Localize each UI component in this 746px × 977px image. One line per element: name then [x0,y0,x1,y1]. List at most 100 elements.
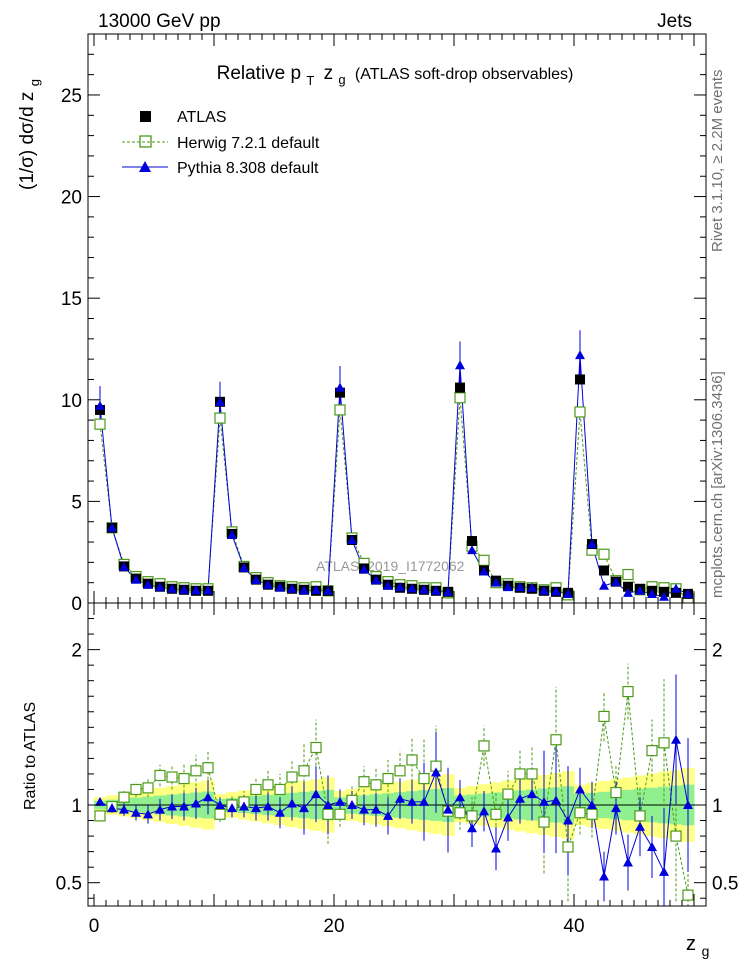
legend-label-herwig: Herwig 7.2.1 default [177,135,320,152]
pythia-ratio-point [359,804,369,814]
herwig-ratio-point [250,783,262,796]
pythia-point [611,577,621,587]
herwig-ratio-point [682,889,694,901]
pythia-ratio-point [275,807,285,817]
pythia-point [335,382,345,392]
herwig-ratio-point [526,768,538,780]
pythia-ratio-point [215,800,225,809]
pythia-ratio-point [587,800,597,809]
pythia-point [299,585,309,595]
herwig-ratio-point [670,830,682,842]
herwig-ratio-point [286,771,298,783]
pythia-point [659,591,669,601]
herwig-ratio-point [406,754,418,766]
atlas-point [455,382,465,393]
pythia-point [503,582,513,592]
pythia-point [479,566,489,576]
pythia-point [455,360,465,370]
title-prefix: Relative p [217,63,302,84]
pythia-ratio-point [131,807,141,817]
herwig-ratio-point [490,808,502,820]
pythia-point [167,583,177,593]
herwig-ratio-point [94,810,106,822]
herwig-ratio-point [478,740,490,752]
pythia-point [467,545,477,555]
herwig-line [99,397,689,600]
pythia-ratio-point [503,812,513,822]
main-y-tick-label: 25 [61,86,82,107]
pythia-point [287,583,297,593]
herwig-ratio-point [418,772,430,785]
atlas-point [623,581,633,592]
x-tick-label: 20 [323,916,344,937]
pythia-point [395,582,405,592]
pythia-point [155,582,165,592]
x-label-sub: g [702,943,710,959]
main-y-label-text: (1/σ) dσ/d z [17,92,38,190]
legend-label-pythia: Pythia 8.308 default [177,160,319,177]
pythia-ratio-point [443,804,453,814]
herwig-point [214,412,226,424]
herwig-point [454,392,466,404]
pythia-ratio-point [635,821,645,831]
pythia-point [311,584,321,594]
pythia-ratio-point [287,798,297,808]
pythia-ratio-point [95,796,105,806]
pythia-ratio-point [335,796,345,806]
pythia-ratio-point [407,796,417,806]
herwig-point [334,404,346,416]
legend-entry-herwig: Herwig 7.2.1 default [122,135,320,152]
herwig-ratio-point [502,788,514,800]
rivet-note: Rivet 3.1.10, ≥ 2.2M events [709,70,726,253]
pythia-point [95,400,105,410]
herwig-point [622,568,634,581]
pythia-ratio-point [527,789,537,799]
pythia-ratio-point [347,800,357,809]
herwig-ratio-point [310,741,322,754]
title-sub: T [306,73,314,88]
pythia-ratio-point [227,803,237,813]
pythia-point [275,582,285,592]
pythia-ratio-point [263,801,273,811]
pythia-ratio-point [575,784,585,794]
herwig-ratio-point [586,808,598,820]
ratio-y-tick-label-right: 0.5 [712,874,738,895]
pythia-ratio-point [239,801,249,811]
pythia-ratio-point [419,796,429,806]
herwig-ratio-point [298,765,310,777]
pythia-ratio-point [311,789,321,799]
atlas-point [95,404,105,415]
legend-marker-pythia [139,161,151,172]
herwig-ratio-point [562,841,574,853]
pythia-point [347,535,357,545]
legend-marker-herwig [139,135,152,148]
herwig-point [94,418,106,430]
pythia-ratio-point [611,803,621,813]
pythia-point [551,586,561,596]
legend-marker-atlas [140,111,151,122]
atlas-point [599,565,609,576]
herwig-ratio-point [370,779,382,791]
pythia-ratio-point [491,843,501,853]
herwig-ratio-point [466,810,478,822]
main-y-tick-label: 20 [61,188,82,209]
pythia-point [515,582,525,592]
pythia-point [203,585,213,595]
herwig-point [574,406,586,418]
herwig-point [478,554,490,566]
atlas-point [575,374,585,385]
pythia-point [443,587,453,597]
herwig-ratio-point [154,769,166,782]
pythia-point [527,582,537,592]
herwig-ratio-point [454,807,466,819]
pythia-point [263,579,273,589]
pythia-ratio-point [155,804,165,814]
atlas-point [335,387,345,398]
pythia-point [179,584,189,594]
pythia-point [539,585,549,595]
main-panel: 0 5 10 15 20 25 [61,33,707,615]
pythia-point [383,580,393,590]
ratio-y-tick-label: 0.5 [56,874,82,895]
main-y-tick-label: 15 [61,289,82,310]
